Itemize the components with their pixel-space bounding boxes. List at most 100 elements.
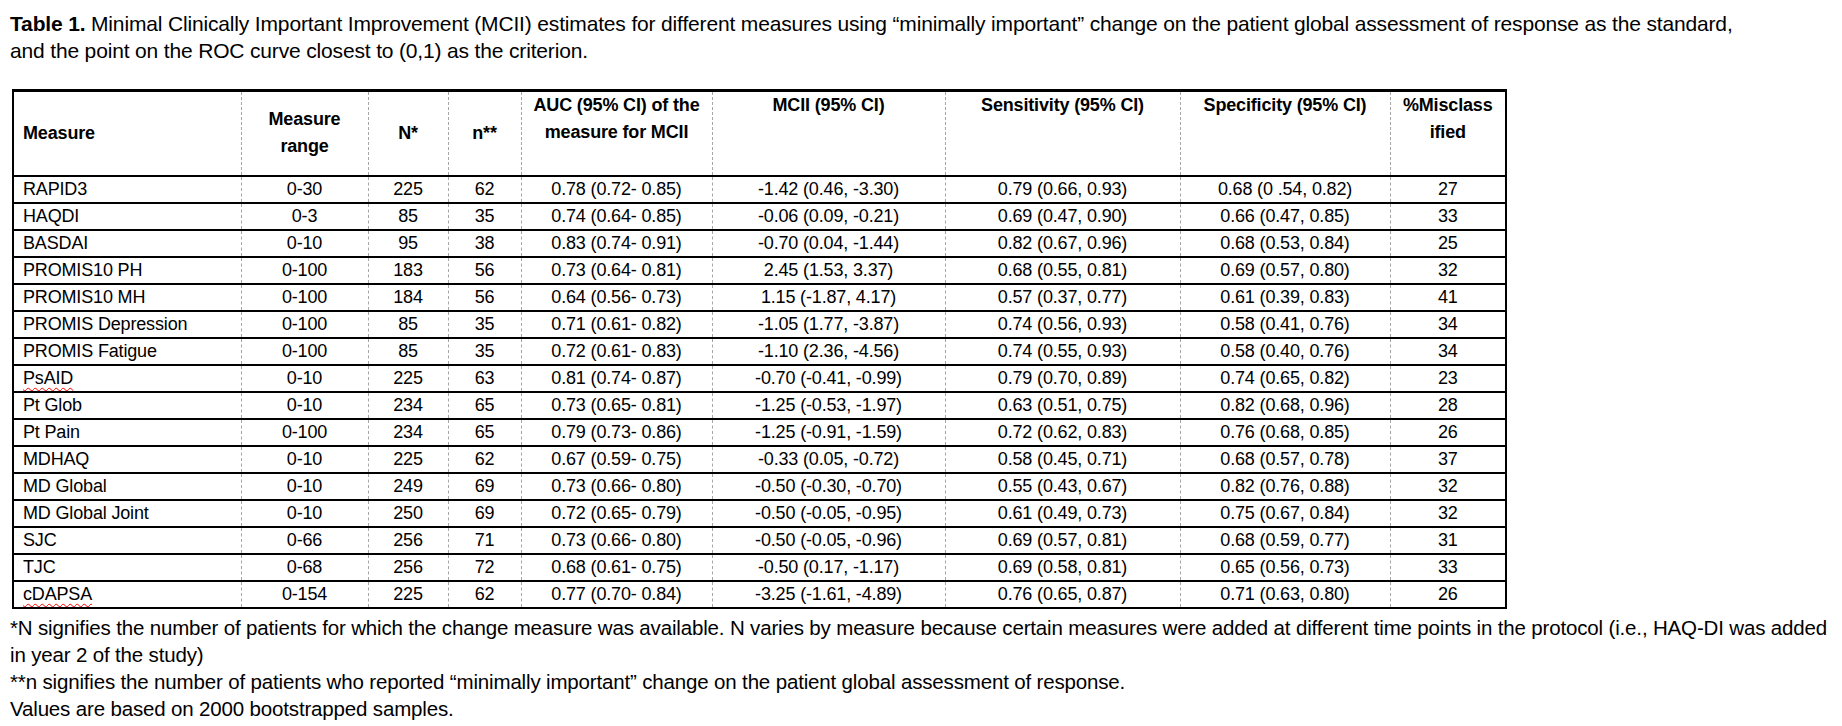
cell-measure: Pt Glob [13,392,241,419]
cell-auc: 0.72 (0.65- 0.79) [521,500,712,527]
cell-mcii: -0.50 (0.17, -1.17) [712,554,945,581]
cell-mcii: -1.42 (0.46, -3.30) [712,176,945,203]
cell-measure: MD Global Joint [13,500,241,527]
table-row: MD Global Joint0-10250690.72 (0.65- 0.79… [13,500,1506,527]
cell-measure: MDHAQ [13,446,241,473]
cell-sensitivity: 0.74 (0.56, 0.93) [945,311,1180,338]
cell-sensitivity: 0.82 (0.67, 0.96) [945,230,1180,257]
cell-n: 184 [368,284,448,311]
cell-sensitivity: 0.69 (0.58, 0.81) [945,554,1180,581]
cell-range: 0-10 [241,365,368,392]
table-body: RAPID30-30225620.78 (0.72- 0.85)-1.42 (0… [13,176,1506,608]
cell-measure: PROMIS Fatigue [13,338,241,365]
header-misclassified: %Misclass ified [1390,91,1506,176]
cell-mcii: -0.50 (-0.30, -0.70) [712,473,945,500]
cell-misclassified: 31 [1390,527,1506,554]
cell-measure: SJC [13,527,241,554]
measure-name: SJC [23,530,57,550]
cell-auc: 0.79 (0.73- 0.86) [521,419,712,446]
cell-auc: 0.71 (0.61- 0.82) [521,311,712,338]
cell-measure: cDAPSA [13,581,241,608]
cell-sensitivity: 0.69 (0.47, 0.90) [945,203,1180,230]
cell-measure: PROMIS Depression [13,311,241,338]
table-row: MDHAQ0-10225620.67 (0.59- 0.75)-0.33 (0.… [13,446,1506,473]
cell-n: 225 [368,365,448,392]
cell-mcii: -1.05 (1.77, -3.87) [712,311,945,338]
cell-measure: PsAID [13,365,241,392]
cell-sensitivity: 0.58 (0.45, 0.71) [945,446,1180,473]
cell-misclassified: 34 [1390,311,1506,338]
cell-misclassified: 26 [1390,581,1506,608]
cell-misclassified: 33 [1390,554,1506,581]
cell-specificity: 0.65 (0.56, 0.73) [1180,554,1390,581]
cell-mcii: -0.70 (-0.41, -0.99) [712,365,945,392]
cell-auc: 0.73 (0.65- 0.81) [521,392,712,419]
table-row: BASDAI0-1095380.83 (0.74- 0.91)-0.70 (0.… [13,230,1506,257]
cell-misclassified: 32 [1390,257,1506,284]
table-row: MD Global0-10249690.73 (0.66- 0.80)-0.50… [13,473,1506,500]
table-row: Pt Pain0-100234650.79 (0.73- 0.86)-1.25 … [13,419,1506,446]
cell-specificity: 0.58 (0.40, 0.76) [1180,338,1390,365]
cell-range: 0-154 [241,581,368,608]
cell-misclassified: 34 [1390,338,1506,365]
cell-n: 234 [368,419,448,446]
table-row: SJC0-66256710.73 (0.66- 0.80)-0.50 (-0.0… [13,527,1506,554]
cell-n: 69 [448,473,521,500]
measure-name: PROMIS Fatigue [23,341,157,361]
cell-sensitivity: 0.72 (0.62, 0.83) [945,419,1180,446]
cell-auc: 0.67 (0.59- 0.75) [521,446,712,473]
cell-auc: 0.73 (0.66- 0.80) [521,527,712,554]
measure-name: PROMIS10 PH [23,260,142,280]
cell-mcii: 1.15 (-1.87, 4.17) [712,284,945,311]
cell-n: 63 [448,365,521,392]
cell-specificity: 0.68 (0.57, 0.78) [1180,446,1390,473]
cell-specificity: 0.68 (0.53, 0.84) [1180,230,1390,257]
cell-misclassified: 25 [1390,230,1506,257]
cell-specificity: 0.68 (0.59, 0.77) [1180,527,1390,554]
cell-sensitivity: 0.55 (0.43, 0.67) [945,473,1180,500]
cell-range: 0-68 [241,554,368,581]
cell-auc: 0.73 (0.66- 0.80) [521,473,712,500]
table-row: PROMIS10 PH0-100183560.73 (0.64- 0.81)2.… [13,257,1506,284]
cell-measure: PROMIS10 PH [13,257,241,284]
cell-n: 62 [448,581,521,608]
cell-measure: RAPID3 [13,176,241,203]
cell-n: 183 [368,257,448,284]
cell-auc: 0.83 (0.74- 0.91) [521,230,712,257]
cell-n: 225 [368,176,448,203]
cell-specificity: 0.58 (0.41, 0.76) [1180,311,1390,338]
cell-n: 250 [368,500,448,527]
header-sensitivity: Sensitivity (95% CI) [945,91,1180,176]
measure-name: PsAID [23,368,73,388]
mcii-table: Measure Measure range N* n** AUC (95% CI… [12,89,1507,609]
document-page: Table 1. Minimal Clinically Important Im… [0,0,1842,722]
cell-misclassified: 33 [1390,203,1506,230]
header-specificity: Specificity (95% CI) [1180,91,1390,176]
measure-name: MDHAQ [23,449,89,469]
cell-range: 0-66 [241,527,368,554]
header-mcii: MCII (95% CI) [712,91,945,176]
measure-name: HAQDI [23,206,79,226]
header-measure: Measure [13,91,241,176]
table-row: PROMIS Depression0-10085350.71 (0.61- 0.… [13,311,1506,338]
table-caption: Table 1. Minimal Clinically Important Im… [10,10,1758,64]
cell-n: 256 [368,527,448,554]
cell-sensitivity: 0.79 (0.66, 0.93) [945,176,1180,203]
cell-mcii: -0.06 (0.09, -0.21) [712,203,945,230]
cell-sensitivity: 0.61 (0.49, 0.73) [945,500,1180,527]
cell-mcii: -1.25 (-0.91, -1.59) [712,419,945,446]
cell-specificity: 0.66 (0.47, 0.85) [1180,203,1390,230]
cell-misclassified: 23 [1390,365,1506,392]
measure-name: Pt Pain [23,422,80,442]
cell-misclassified: 28 [1390,392,1506,419]
cell-sensitivity: 0.69 (0.57, 0.81) [945,527,1180,554]
cell-auc: 0.77 (0.70- 0.84) [521,581,712,608]
footnote-n-definition: *N signifies the number of patients for … [10,614,1832,668]
table-row: TJC0-68256720.68 (0.61- 0.75)-0.50 (0.17… [13,554,1506,581]
cell-mcii: -1.10 (2.36, -4.56) [712,338,945,365]
header-row: Measure Measure range N* n** AUC (95% CI… [13,91,1506,176]
cell-n: 85 [368,203,448,230]
header-n-lowercase: n** [448,91,521,176]
cell-sensitivity: 0.79 (0.70, 0.89) [945,365,1180,392]
cell-auc: 0.78 (0.72- 0.85) [521,176,712,203]
